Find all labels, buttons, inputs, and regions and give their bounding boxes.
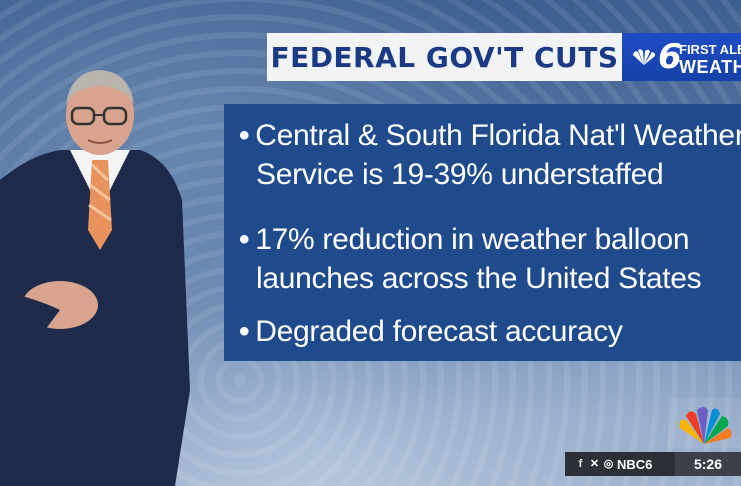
headline-title: FEDERAL GOV'T CUTS [270,40,619,74]
bullet-dot: • [239,315,250,348]
social-handle: NBC6 [617,456,653,472]
bullet-line: Central & South Florida Nat'l Weather [255,119,741,152]
instagram-icon: ◎ [603,457,614,470]
headline-banner: FEDERAL GOV'T CUTS [267,33,622,81]
presenter [0,70,190,486]
social-ticker: f ✕ ◎ NBC6 5:26 [565,452,741,476]
facebook-icon: f [578,457,583,470]
nbc-peacock-icon [633,49,656,65]
bullet-line: Degraded forecast accuracy [255,315,623,348]
logo-weather: WEATHER [679,57,741,77]
station-logo: 6 FIRST ALERT WEATHER [622,33,741,81]
bullet-panel: • Central & South Florida Nat'l Weather S… [224,104,741,361]
clock-time: 5:26 [675,452,741,476]
bullet-dot: • [239,119,250,152]
x-icon: ✕ [589,457,600,470]
bullet-item: • Degraded forecast accuracy [239,312,623,351]
social-handles: f ✕ ◎ NBC6 [565,457,675,472]
logo-channel-number: 6 [658,37,682,77]
logo-first-alert: FIRST ALERT [679,42,741,57]
bullet-line: Service is 19-39% understaffed [256,158,664,191]
bullet-item: • Central & South Florida Nat'l Weather S… [239,116,741,194]
nbc-peacock-icon [668,398,741,448]
bullet-item: • 17% reduction in weather balloon launch… [239,220,702,298]
bullet-line: launches across the United States [256,262,702,295]
bullet-dot: • [239,223,250,256]
bullet-line: 17% reduction in weather balloon [255,223,690,256]
